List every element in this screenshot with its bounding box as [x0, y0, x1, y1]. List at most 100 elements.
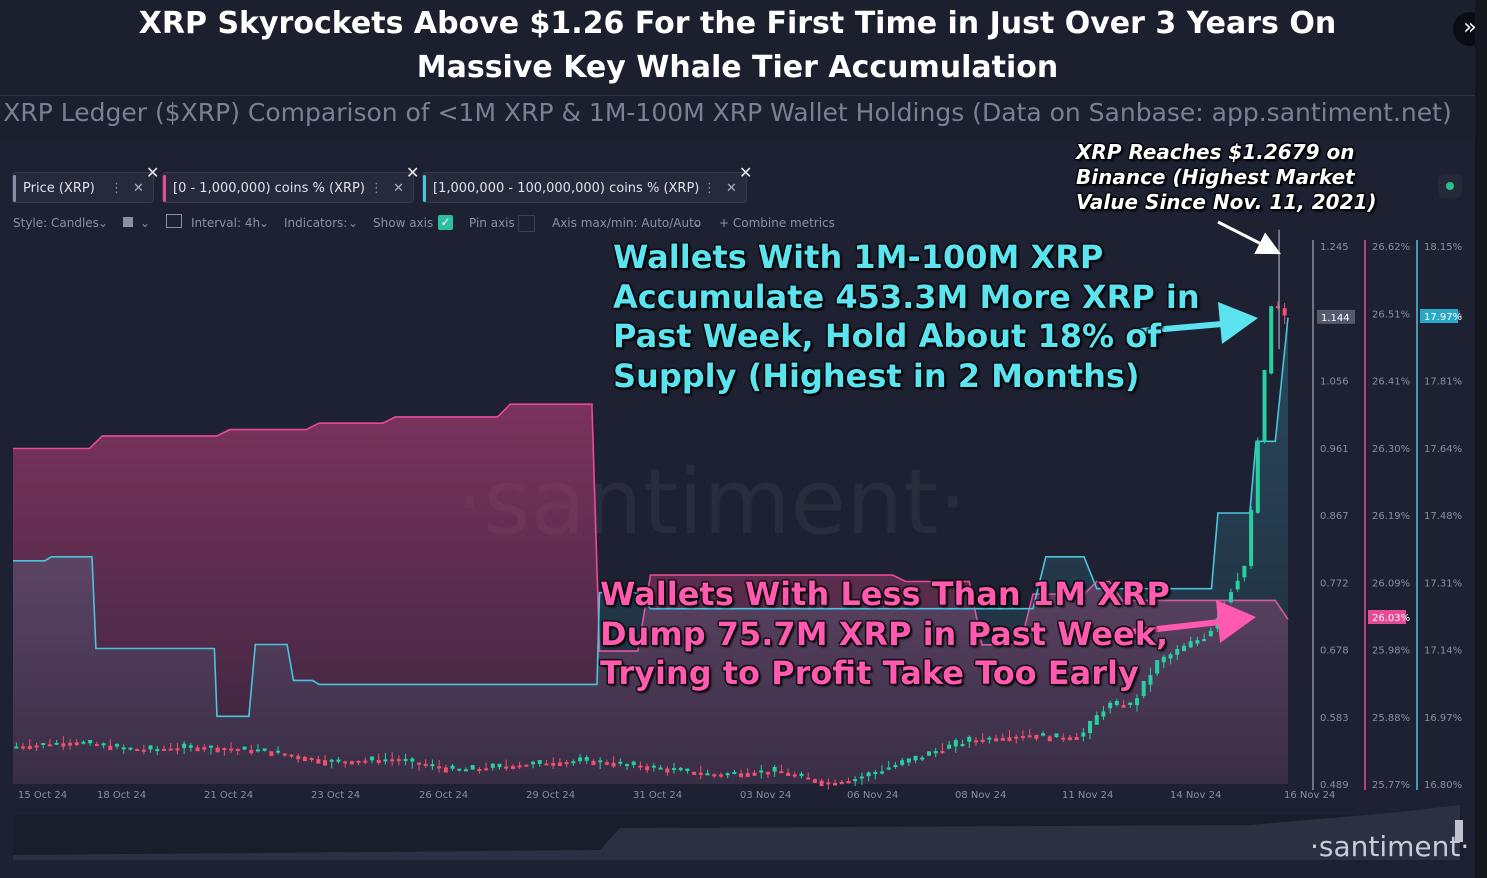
remove-icon[interactable]: ✕	[133, 181, 144, 196]
x-axis-tick: 29 Oct 24	[526, 790, 575, 801]
price-candle	[463, 769, 468, 772]
price-candle	[423, 763, 428, 766]
price-candle	[155, 748, 160, 751]
price-candle	[27, 745, 32, 750]
chevron-down-icon[interactable]: ⌄	[98, 216, 109, 230]
price-candle	[450, 765, 455, 769]
price-candle	[34, 745, 39, 748]
price-candle	[1014, 736, 1019, 739]
metric-color-bar	[423, 175, 426, 202]
close-icon[interactable]: ✕	[739, 163, 753, 182]
price-candle	[940, 751, 945, 754]
x-axis-tick: 26 Oct 24	[419, 790, 468, 801]
price-candle	[786, 772, 791, 776]
header: XRP Skyrockets Above $1.26 For the First…	[0, 0, 1475, 96]
price-candle	[229, 748, 234, 751]
price-candle	[792, 774, 797, 777]
pin-axis-label: Pin axis	[469, 216, 515, 230]
price-candle	[994, 738, 999, 742]
price-candle	[108, 745, 113, 751]
price-candle	[517, 765, 522, 768]
price-candle	[1034, 734, 1039, 739]
more-icon[interactable]: ⋮	[370, 181, 383, 196]
show-axis-checkbox[interactable]: ✓	[438, 215, 453, 230]
price-candle	[1141, 680, 1146, 697]
whale-wallet-axis-tick: 17.14%	[1424, 646, 1462, 657]
page-scrollbar[interactable]	[1475, 0, 1487, 878]
more-icon[interactable]: ⋮	[703, 181, 716, 196]
price-candle	[564, 762, 569, 765]
price-candle	[121, 747, 126, 750]
chevron-down-icon[interactable]: ⌄	[693, 216, 704, 230]
price-axis-tick: 0.583	[1320, 713, 1349, 724]
price-candle	[812, 779, 817, 783]
price-candle	[819, 780, 824, 787]
small-wallet-axis-tick: 26.30%	[1372, 444, 1410, 455]
page-title-line-2: Massive Key Whale Tier Accumulation	[416, 50, 1059, 85]
price-candle	[1027, 735, 1032, 738]
metric-chip-small-wallets[interactable]: [0 - 1,000,000) coins % (XRP) ⋮ ✕	[162, 172, 414, 203]
price-candle	[1020, 736, 1025, 739]
price-candle	[920, 757, 925, 760]
price-candle	[551, 762, 556, 766]
show-axis-label: Show axis	[373, 216, 434, 230]
price-candle	[839, 781, 844, 785]
remove-icon[interactable]: ✕	[393, 181, 404, 196]
price-candle	[128, 747, 133, 750]
price-candle	[833, 782, 838, 786]
chevron-down-icon[interactable]: ⌄	[259, 216, 270, 230]
x-axis-tick: 03 Nov 24	[740, 790, 791, 801]
price-candle	[101, 743, 106, 746]
price-candle	[161, 748, 166, 751]
axis-minmax-select[interactable]: Axis max/min: Auto/Auto	[552, 216, 702, 230]
price-candle	[1208, 630, 1213, 637]
metric-chip-whale-wallets[interactable]: [1,000,000 - 100,000,000) coins % (XRP) …	[422, 172, 747, 203]
pin-axis-checkbox[interactable]	[518, 215, 535, 232]
price-candle	[1121, 705, 1126, 708]
price-candle	[1135, 698, 1140, 706]
price-axis-tick: 1.056	[1320, 377, 1349, 388]
color-swatch-icon[interactable]	[123, 217, 133, 227]
price-candle	[88, 739, 93, 744]
metric-label: [0 - 1,000,000) coins % (XRP)	[173, 181, 365, 196]
price-candle	[54, 742, 59, 745]
small-wallet-axis-tick: 26.62%	[1372, 242, 1410, 253]
more-icon[interactable]: ⋮	[110, 181, 123, 196]
price-candle	[302, 756, 307, 762]
indicators-select[interactable]: Indicators:	[284, 216, 348, 230]
close-icon[interactable]: ✕	[406, 163, 420, 182]
price-candle	[1282, 308, 1287, 316]
price-candle	[416, 762, 421, 765]
price-candle	[859, 776, 864, 779]
price-candle	[685, 768, 690, 772]
interval-select[interactable]: Interval: 4h	[191, 216, 261, 230]
chevron-down-icon[interactable]: ⌄	[140, 216, 151, 230]
whale-wallet-axis-tick: 16.97%	[1424, 713, 1462, 724]
price-candle	[557, 762, 562, 767]
chevron-down-icon[interactable]: ⌄	[348, 216, 359, 230]
x-axis-tick: 16 Nov 24	[1284, 790, 1335, 801]
price-candle	[631, 761, 636, 765]
price-candle	[1188, 641, 1193, 648]
style-select[interactable]: Style: Candles	[13, 216, 99, 230]
whale-wallet-axis-tick: 18.15%	[1424, 242, 1462, 253]
remove-icon[interactable]: ✕	[726, 181, 737, 196]
whale-wallet-axis-tick: 17.81%	[1424, 377, 1462, 388]
price-candle	[349, 761, 354, 765]
price-candle	[900, 760, 905, 765]
price-current-badge-bg	[1317, 309, 1355, 324]
metric-color-bar	[163, 175, 166, 202]
status-dot-icon[interactable]	[1438, 174, 1462, 198]
price-candle	[41, 743, 46, 746]
metric-chip-price[interactable]: Price (XRP) ⋮ ✕	[12, 172, 154, 203]
price-candle	[61, 743, 66, 747]
price-candle	[309, 758, 314, 761]
small-wallet-axis-tick: 25.77%	[1372, 780, 1410, 791]
price-candle	[752, 772, 757, 776]
x-axis-tick: 15 Oct 24	[18, 790, 67, 801]
close-icon[interactable]: ✕	[146, 163, 160, 182]
combine-metrics-button[interactable]: + Combine metrics	[719, 216, 835, 230]
price-candle	[81, 741, 86, 744]
x-axis-tick: 23 Oct 24	[311, 790, 360, 801]
price-candle	[759, 770, 764, 773]
